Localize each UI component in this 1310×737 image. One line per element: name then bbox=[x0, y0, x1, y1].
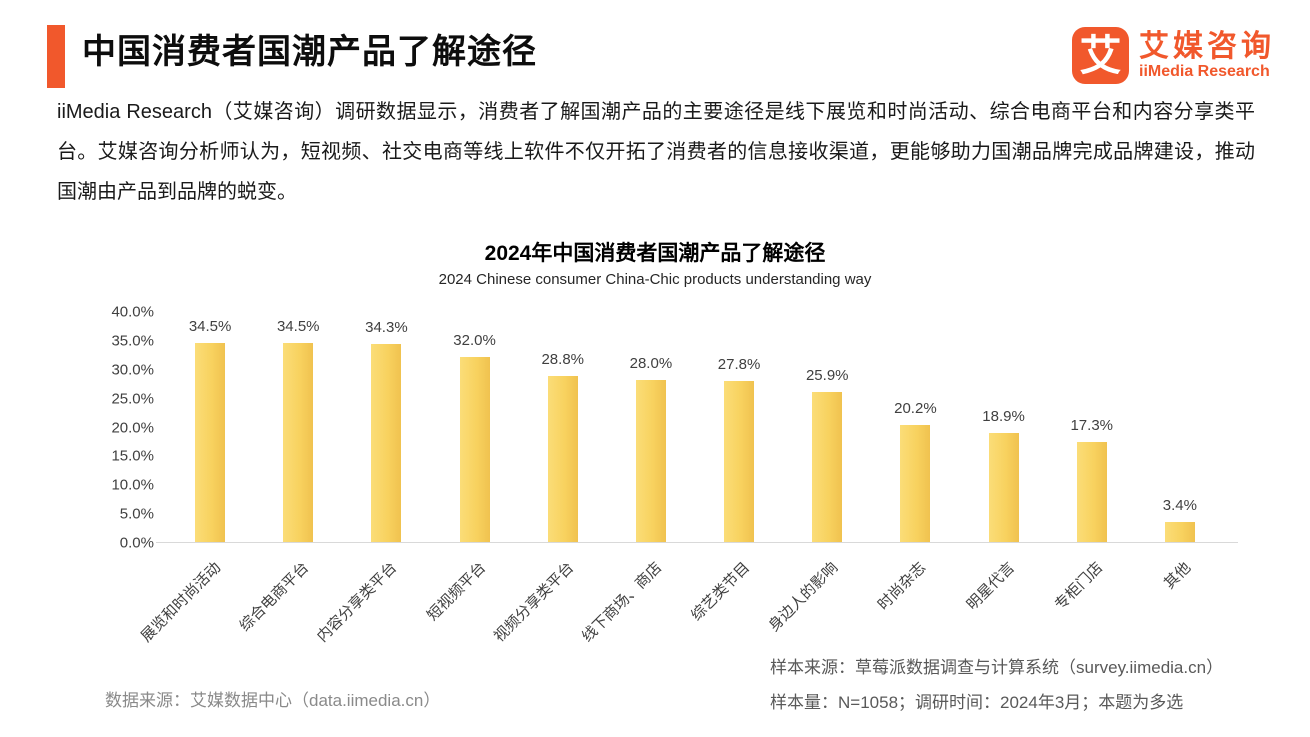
x-axis-line bbox=[156, 542, 1238, 543]
bar-value-label: 34.3% bbox=[365, 318, 408, 336]
y-axis-tick-label: 10.0% bbox=[111, 476, 154, 494]
chart-bar bbox=[371, 343, 402, 542]
chart-bar bbox=[635, 380, 666, 542]
chart-subtitle: 2024 Chinese consumer China-Chic product… bbox=[438, 271, 872, 288]
bar-value-label: 28.0% bbox=[629, 355, 673, 373]
y-axis-tick-label: 15.0% bbox=[111, 447, 154, 465]
logo-name-en: iiMedia Research bbox=[1139, 63, 1270, 81]
chart-bar bbox=[1076, 442, 1107, 542]
y-axis-tick-label: 25.0% bbox=[111, 390, 154, 408]
bar-value-label: 3.4% bbox=[1162, 497, 1197, 515]
bar-value-label: 20.2% bbox=[894, 400, 937, 418]
sample-notes: 样本来源：草莓派数据调查与计算系统（survey.iimedia.cn） 样本量… bbox=[770, 650, 1223, 720]
page-title: 中国消费者国潮产品了解途径 bbox=[82, 33, 537, 71]
bar-value-label: 25.9% bbox=[805, 367, 849, 385]
sample-source-note: 样本来源：草莓派数据调查与计算系统（survey.iimedia.cn） bbox=[770, 658, 1224, 677]
bar-value-label: 28.8% bbox=[541, 350, 585, 368]
logo-name-cn: 艾媒咨询 bbox=[1139, 30, 1275, 64]
intro-paragraph: iiMedia Research（艾媒咨询）调研数据显示，消费者了解国潮产品的主… bbox=[57, 101, 1255, 203]
chart-title: 2024年中国消费者国潮产品了解途径 bbox=[484, 242, 826, 265]
chart-plot-area: 40.0% 35.0% 30.0% 25.0% 20.0% 15.0% 10.0% 5.0% 0… bbox=[111, 304, 1238, 645]
logo-text: 艾媒咨询 iiMedia Research bbox=[1139, 30, 1275, 81]
chart-bar bbox=[812, 392, 843, 542]
chart-bar bbox=[547, 375, 578, 542]
chart-bar bbox=[900, 425, 931, 542]
data-source-note: 数据来源：艾媒数据中心（data.iimedia.cn） bbox=[105, 691, 441, 710]
chart-bar bbox=[1164, 522, 1195, 542]
chart-bar bbox=[283, 342, 314, 542]
title-accent-bar bbox=[47, 25, 65, 88]
iimedia-logo: 艾 艾媒咨询 iiMedia Research bbox=[1072, 27, 1275, 84]
y-axis-tick-label: 40.0% bbox=[111, 303, 154, 321]
logo-glyph: 艾 bbox=[1079, 31, 1122, 79]
y-axis-tick-label: 0.0% bbox=[119, 534, 154, 552]
sample-info-note: 样本量：N=1058；调研时间：2024年3月；本题为多选 bbox=[770, 693, 1184, 712]
bar-value-label: 27.8% bbox=[717, 356, 761, 374]
y-axis-tick-label: 5.0% bbox=[119, 505, 154, 523]
iimedia-logo-icon: 艾 bbox=[1072, 27, 1129, 84]
y-axis-tick-label: 20.0% bbox=[111, 419, 154, 436]
bar-value-label: 34.5% bbox=[276, 317, 320, 335]
chart-bar bbox=[724, 381, 755, 542]
y-axis-tick-label: 35.0% bbox=[111, 332, 154, 350]
chart-bar bbox=[988, 432, 1019, 542]
bar-value-label: 17.3% bbox=[1070, 417, 1114, 435]
bar-value-label: 34.5% bbox=[188, 317, 232, 335]
bar-value-label: 32.0% bbox=[453, 332, 496, 350]
bar-value-label: 18.9% bbox=[982, 407, 1025, 425]
chart-bar bbox=[459, 357, 490, 542]
y-axis-tick-label: 30.0% bbox=[111, 361, 154, 379]
chart-bar bbox=[195, 342, 226, 542]
